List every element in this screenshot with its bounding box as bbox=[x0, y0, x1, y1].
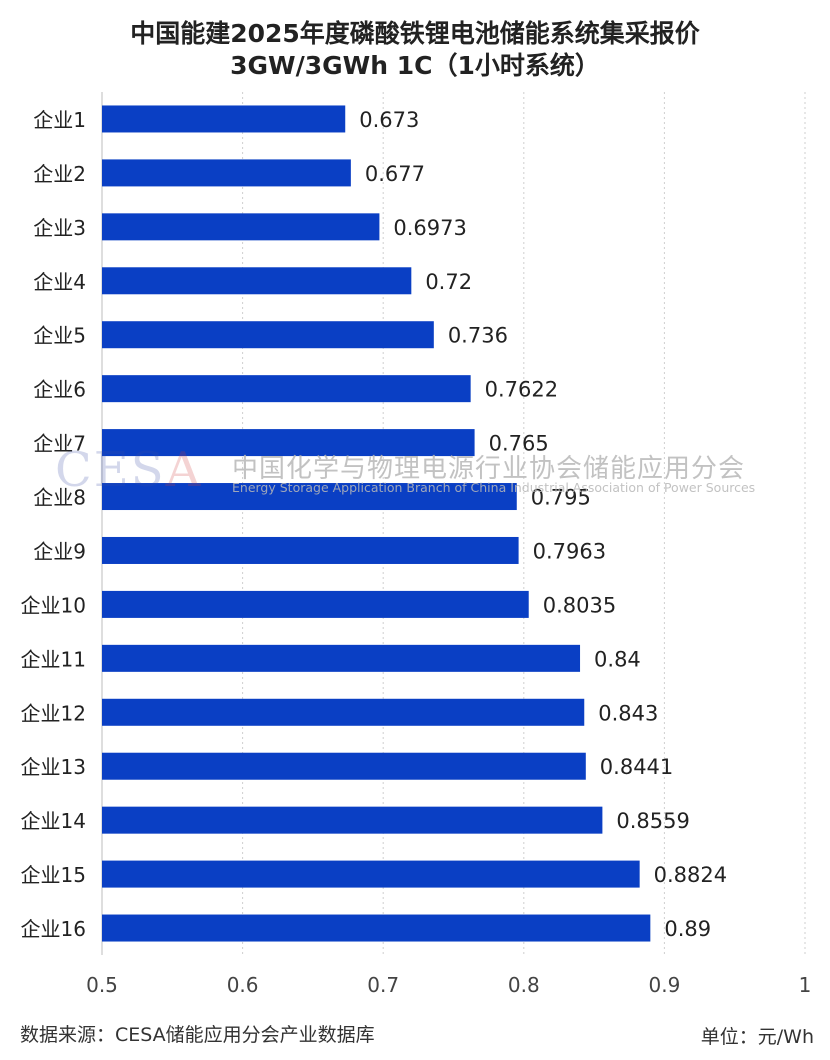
category-label: 企业15 bbox=[21, 863, 86, 887]
data-label: 0.8824 bbox=[654, 863, 727, 887]
bar bbox=[102, 483, 517, 511]
data-source-note: 数据来源：CESA储能应用分会产业数据库 bbox=[20, 1024, 375, 1046]
bar bbox=[102, 644, 581, 672]
category-label: 企业5 bbox=[33, 324, 86, 348]
data-label: 0.7963 bbox=[533, 539, 606, 563]
bar bbox=[102, 429, 475, 457]
bar bbox=[102, 213, 380, 241]
bar bbox=[102, 752, 586, 780]
category-label: 企业13 bbox=[21, 755, 86, 779]
bar bbox=[102, 321, 434, 349]
category-label: 企业11 bbox=[21, 647, 86, 671]
x-tick-label: 0.6 bbox=[227, 973, 259, 997]
category-label: 企业7 bbox=[33, 432, 86, 456]
category-label: 企业9 bbox=[33, 539, 86, 563]
data-label: 0.6973 bbox=[393, 216, 466, 240]
category-label: 企业4 bbox=[33, 270, 86, 294]
data-label: 0.8035 bbox=[543, 593, 616, 617]
bar bbox=[102, 536, 519, 564]
watermark-text-en: Energy Storage Application Branch of Chi… bbox=[232, 480, 756, 495]
bar bbox=[102, 159, 351, 187]
bar bbox=[102, 267, 412, 295]
bar bbox=[102, 375, 471, 403]
bar bbox=[102, 590, 529, 618]
category-label: 企业16 bbox=[21, 917, 86, 941]
category-label: 企业2 bbox=[33, 162, 86, 186]
bar bbox=[102, 698, 585, 726]
x-tick-label: 0.9 bbox=[648, 973, 680, 997]
chart-subtitle: 3GW/3GWh 1C（1小时系统） bbox=[230, 51, 600, 80]
data-label: 0.843 bbox=[598, 701, 658, 725]
chart-title: 中国能建2025年度磷酸铁锂电池储能系统集采报价 bbox=[130, 19, 700, 48]
data-label: 0.795 bbox=[531, 486, 591, 510]
watermark-text-cn: 中国化学与物理电源行业协会储能应用分会 bbox=[232, 454, 746, 484]
data-label: 0.7622 bbox=[485, 378, 558, 402]
category-label: 企业8 bbox=[33, 486, 86, 510]
data-label: 0.765 bbox=[489, 432, 549, 456]
bar bbox=[102, 860, 640, 888]
data-label: 0.72 bbox=[425, 270, 472, 294]
category-label: 企业12 bbox=[21, 701, 86, 725]
bar bbox=[102, 105, 346, 133]
x-tick-label: 0.5 bbox=[86, 973, 118, 997]
category-label: 企业14 bbox=[21, 809, 86, 833]
data-label: 0.677 bbox=[365, 162, 425, 186]
data-label: 0.673 bbox=[359, 108, 419, 132]
unit-label: 单位：元/Wh bbox=[700, 1026, 814, 1048]
category-label: 企业10 bbox=[21, 593, 86, 617]
bar bbox=[102, 806, 603, 834]
bar-chart: 0.673 企业1 0.677 企业2 0.6973 企业3 0.72 企业4 0.736 企业5… bbox=[21, 92, 812, 997]
x-tick-label: 1 bbox=[799, 973, 812, 997]
x-tick-label: 0.8 bbox=[508, 973, 540, 997]
category-label: 企业1 bbox=[33, 108, 86, 132]
data-label: 0.736 bbox=[448, 324, 508, 348]
bar bbox=[102, 914, 651, 942]
data-label: 0.8559 bbox=[616, 809, 689, 833]
watermark-logo: CESA bbox=[55, 442, 203, 498]
x-tick-label: 0.7 bbox=[367, 973, 399, 997]
data-label: 0.89 bbox=[664, 917, 711, 941]
data-label: 0.8441 bbox=[600, 755, 673, 779]
category-label: 企业6 bbox=[33, 378, 86, 402]
category-label: 企业3 bbox=[33, 216, 86, 240]
data-label: 0.84 bbox=[594, 647, 641, 671]
